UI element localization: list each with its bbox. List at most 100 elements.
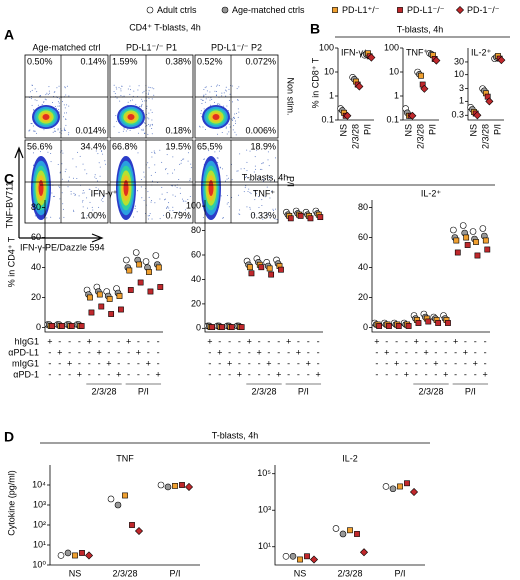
event-dot: [237, 170, 239, 172]
treatment-mark: -: [395, 369, 398, 379]
event-dot: [95, 178, 97, 180]
treatment-mark: -: [395, 336, 398, 346]
event-dot: [180, 160, 182, 162]
treatment-mark: +: [286, 336, 291, 346]
chart-title: TNF⁺: [253, 188, 275, 198]
event-dot: [127, 128, 129, 130]
event-dot: [53, 130, 55, 132]
treatment-mark: -: [208, 358, 211, 368]
event-dot: [150, 124, 152, 126]
event-dot: [33, 164, 35, 166]
event-dot: [164, 199, 166, 201]
treatment-mark: -: [107, 336, 110, 346]
treatment-mark: +: [315, 369, 320, 379]
row-label: P/I: [286, 176, 296, 187]
marker: [108, 311, 115, 317]
event-dot: [43, 101, 45, 103]
event-dot: [102, 201, 104, 203]
treatment-mark: +: [87, 336, 92, 346]
event-dot: [67, 134, 69, 136]
event-dot: [255, 193, 257, 195]
treatment-label: αPD-L1: [8, 347, 39, 357]
event-dot: [34, 88, 36, 90]
event-dot: [203, 94, 205, 96]
event-dot: [121, 85, 123, 87]
event-dot: [142, 128, 144, 130]
y-tick-label: 20: [191, 298, 201, 308]
marker: [418, 72, 424, 79]
event-dot: [154, 171, 156, 173]
treatment-mark: -: [157, 358, 160, 368]
treatment-mark: -: [267, 336, 270, 346]
event-dot: [264, 196, 266, 198]
event-dot: [166, 207, 168, 209]
marker: [152, 252, 160, 259]
treatment-mark: -: [127, 369, 130, 379]
event-dot: [50, 216, 52, 218]
x-tick-label: NS: [69, 568, 82, 578]
event-dot: [226, 105, 228, 107]
event-dot: [77, 151, 79, 153]
marker: [136, 261, 143, 268]
event-dot: [174, 195, 176, 197]
event-dot: [148, 90, 150, 92]
event-dot: [66, 104, 68, 106]
event-dot: [64, 129, 66, 131]
marker: [497, 56, 506, 65]
event-dot: [105, 163, 107, 165]
y-tick-label: 10¹: [33, 539, 46, 549]
treatment-mark: -: [228, 347, 231, 357]
treatment-mark: -: [98, 369, 101, 379]
treatment-mark: -: [464, 336, 467, 346]
marker: [343, 111, 352, 120]
treatment-mark: -: [258, 369, 261, 379]
y-tick-label: 80: [31, 202, 41, 212]
event-dot: [61, 178, 63, 180]
event-dot: [118, 131, 120, 133]
event-dot: [66, 85, 68, 87]
marker: [304, 553, 310, 560]
event-dot: [120, 95, 122, 97]
event-dot: [253, 214, 255, 216]
quadrant-value: 65.5%: [197, 141, 223, 151]
event-dot: [56, 87, 58, 89]
event-dot: [101, 150, 103, 152]
y-tick-label: 0.1: [321, 114, 334, 124]
treatment-mark: -: [405, 347, 408, 357]
marker: [282, 552, 290, 560]
panel-label: C: [4, 171, 14, 187]
treatment-mark: -: [238, 358, 241, 368]
marker: [376, 323, 383, 329]
event-dot: [59, 217, 61, 219]
event-dot: [167, 206, 169, 208]
event-dot: [50, 161, 52, 163]
event-dot: [127, 101, 129, 103]
treatment-mark: -: [238, 347, 241, 357]
treatment-mark: -: [127, 358, 130, 368]
event-dot: [208, 150, 210, 152]
event-dot: [237, 99, 239, 101]
event-dot: [151, 127, 153, 129]
marker: [116, 293, 123, 299]
event-dot: [58, 98, 60, 100]
event-dot: [221, 132, 223, 134]
event-dot: [189, 178, 191, 180]
event-dot: [97, 153, 99, 155]
treatment-mark: -: [107, 369, 110, 379]
group-label: 2/3/28: [91, 386, 116, 396]
marker: [382, 483, 390, 490]
event-dot: [142, 129, 144, 131]
event-dot: [201, 116, 203, 118]
event-dot: [114, 93, 116, 95]
treatment-mark: -: [218, 369, 221, 379]
axis: [44, 200, 163, 333]
event-dot: [29, 91, 31, 93]
marker: [247, 264, 253, 271]
chart-title: IFN-γ⁺: [341, 47, 368, 57]
treatment-mark: -: [395, 347, 398, 357]
event-dot: [254, 165, 256, 167]
axis: [371, 200, 490, 333]
event-dot: [151, 133, 153, 135]
event-dot: [142, 92, 144, 94]
event-dot: [151, 111, 153, 113]
